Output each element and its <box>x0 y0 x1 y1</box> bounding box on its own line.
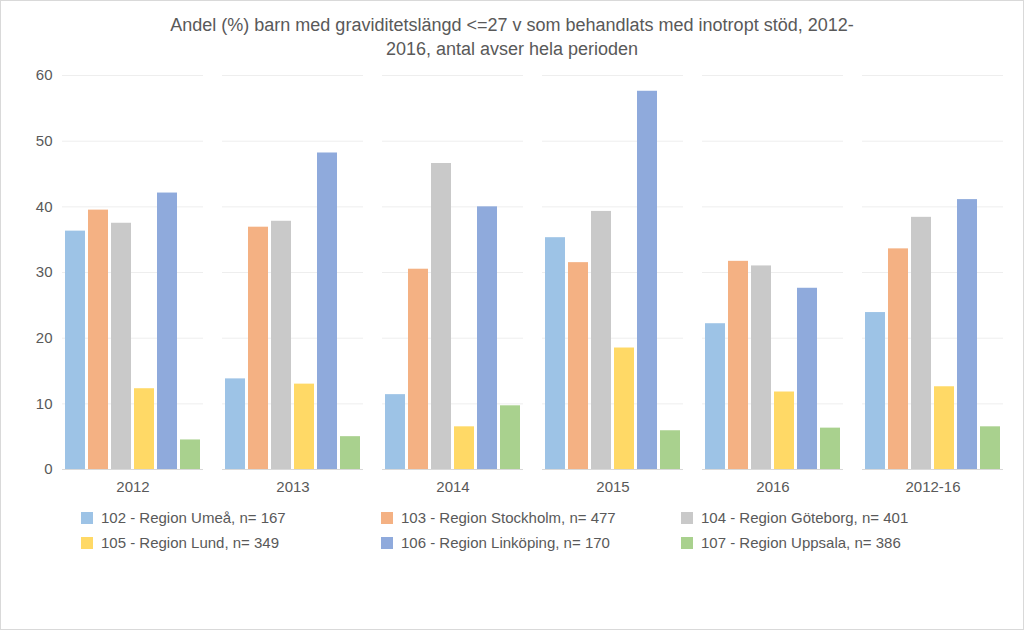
html-text:107 - Region Uppsala, n= 386: 107 - Region Uppsala, n= 386 <box>701 534 901 551</box>
html-text:106 - Region Linköping, n= 170: 106 - Region Linköping, n= 170 <box>401 534 610 551</box>
svg-text:2012-16: 2012-16 <box>905 478 960 495</box>
svg-text:2014: 2014 <box>436 478 469 495</box>
svg-text:60: 60 <box>36 66 53 83</box>
svg-text:30: 30 <box>36 263 53 280</box>
svg-text:2013: 2013 <box>276 478 309 495</box>
svg-text:10: 10 <box>36 395 53 412</box>
svg-text:40: 40 <box>36 198 53 215</box>
html-text:102 - Region Umeå, n= 167: 102 - Region Umeå, n= 167 <box>101 509 286 526</box>
svg-text:20: 20 <box>36 329 53 346</box>
svg-text:2016: 2016 <box>756 478 789 495</box>
svg-text:2015: 2015 <box>596 478 629 495</box>
html-text:Andel (%) barn med graviditets: Andel (%) barn med graviditetslängd <=27… <box>170 15 854 59</box>
html-text:104 - Region Göteborg, n= 401: 104 - Region Göteborg, n= 401 <box>701 509 909 526</box>
html-text:103 - Region Stockholm, n= 477: 103 - Region Stockholm, n= 477 <box>401 509 616 526</box>
html-text:105 - Region Lund, n= 349: 105 - Region Lund, n= 349 <box>101 534 280 551</box>
svg-text:2012: 2012 <box>116 478 149 495</box>
svg-text:0: 0 <box>44 460 52 477</box>
svg-text:50: 50 <box>36 132 53 149</box>
